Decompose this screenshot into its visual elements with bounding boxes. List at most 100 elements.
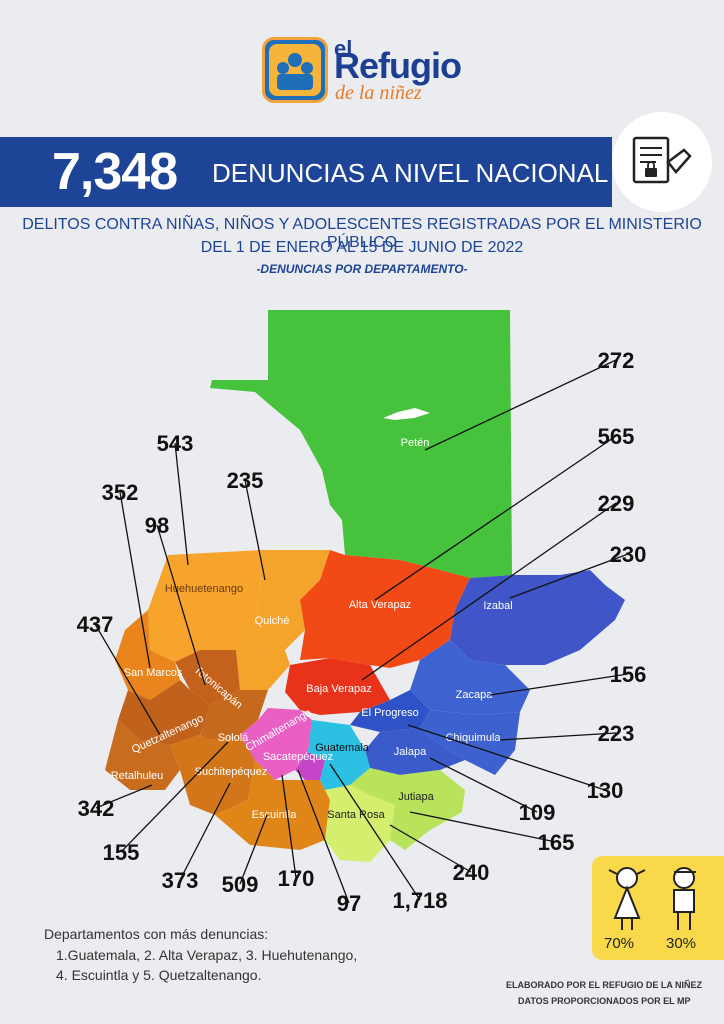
leader-line-10 xyxy=(329,763,421,901)
leader-line-9 xyxy=(389,824,472,873)
leader-line-15 xyxy=(120,741,229,853)
region-label-8: Jutiapa xyxy=(398,791,434,803)
count-16: 342 xyxy=(78,796,115,821)
count-12: 170 xyxy=(278,866,315,891)
top-departments-line-1: 1.Guatemala, 2. Alta Verapaz, 3. Huehute… xyxy=(56,947,358,963)
leader-line-2 xyxy=(361,502,617,681)
region-santa-rosa[interactable] xyxy=(320,780,395,862)
region-label-4: Zacapa xyxy=(456,689,494,701)
region-label-1: Alta Verapaz xyxy=(349,599,411,611)
count-0: 272 xyxy=(598,348,635,373)
region-label-16: Retalhuleu xyxy=(111,770,164,782)
leader-line-8 xyxy=(409,811,557,843)
count-15: 155 xyxy=(103,840,140,865)
leader-line-12 xyxy=(281,774,297,879)
count-7: 109 xyxy=(519,800,556,825)
leader-line-7 xyxy=(429,757,538,813)
count-3: 230 xyxy=(610,542,647,567)
region-label-15: Sololá xyxy=(218,732,249,744)
count-20: 543 xyxy=(157,431,194,456)
logo-name: Refugio xyxy=(334,45,462,86)
banner-title: DENUNCIAS A NIVEL NACIONAL xyxy=(212,158,609,188)
count-1: 565 xyxy=(598,424,635,449)
region-label-11: Sacatepéquez xyxy=(263,751,333,763)
leader-line-4 xyxy=(489,673,629,696)
region-solola[interactable] xyxy=(200,690,268,740)
region-label-21: Quiché xyxy=(255,615,290,627)
subtitle-line-1: DELITOS CONTRA NIÑAS, NIÑOS Y ADOLESCENT… xyxy=(22,216,702,251)
leader-line-19 xyxy=(156,524,206,686)
leader-line-16 xyxy=(95,784,153,809)
leader-line-1 xyxy=(374,435,617,601)
region-chimaltenango[interactable] xyxy=(240,708,312,780)
region-baja-verapaz[interactable] xyxy=(285,658,390,715)
count-11: 97 xyxy=(337,891,361,916)
leader-line-5 xyxy=(499,732,617,741)
region-huehuetenango[interactable] xyxy=(148,550,262,662)
count-5: 223 xyxy=(598,721,635,746)
region-el-progreso[interactable] xyxy=(350,690,430,732)
count-4: 156 xyxy=(610,662,647,687)
region-zacapa[interactable] xyxy=(410,640,530,715)
leader-line-13 xyxy=(239,814,268,885)
girls-percentage: 70% xyxy=(604,935,635,952)
count-18: 352 xyxy=(102,480,139,505)
region-guatemala[interactable] xyxy=(308,720,370,790)
count-13: 509 xyxy=(222,872,259,897)
region-label-13: Escuintla xyxy=(252,809,298,821)
region-quetzaltenango[interactable] xyxy=(118,680,210,745)
logo-subtitle: de la niñez xyxy=(335,82,422,104)
title-banner xyxy=(0,137,612,207)
region-label-2: Baja Verapaz xyxy=(306,683,371,695)
region-label-18: San Marcos xyxy=(124,667,183,679)
leader-line-11 xyxy=(297,769,350,904)
count-10: 1,718 xyxy=(392,888,447,913)
region-retalhuleu[interactable] xyxy=(105,720,180,790)
region-jutiapa[interactable] xyxy=(350,768,465,850)
credit-line-1: ELABORADO POR EL REFUGIO DE LA NIÑEZ xyxy=(506,980,703,990)
logo-badge xyxy=(262,37,328,103)
region-quiche[interactable] xyxy=(236,550,330,690)
region-izabal[interactable] xyxy=(450,570,625,665)
leader-line-6 xyxy=(407,724,606,791)
region-label-14: Suchitepéquez xyxy=(195,766,268,778)
leader-line-0 xyxy=(424,359,617,451)
region-suchitepequez[interactable] xyxy=(170,735,255,815)
count-8: 165 xyxy=(538,830,575,855)
region-label-5: Chiquimula xyxy=(445,732,501,744)
region-peten[interactable] xyxy=(210,310,512,578)
region-label-6: El Progreso xyxy=(361,707,418,719)
count-19: 98 xyxy=(145,513,169,538)
region-escuintla[interactable] xyxy=(215,760,330,850)
top-departments-line-2: 4. Escuintla y 5. Quetzaltenango. xyxy=(56,967,262,983)
credit-line-2: DATOS PROPORCIONADOS POR EL MP xyxy=(518,996,691,1006)
leader-line-3 xyxy=(509,553,629,599)
girl-icon xyxy=(608,867,646,930)
leader-line-21 xyxy=(244,479,266,581)
count-17: 437 xyxy=(77,612,114,637)
region-totonicapan[interactable] xyxy=(175,650,240,705)
family-logo-icon xyxy=(269,44,321,96)
region-label-3: Izabal xyxy=(483,600,512,612)
count-21: 235 xyxy=(227,468,264,493)
region-sacatepequez[interactable] xyxy=(295,752,325,780)
top-departments-title: Departamentos con más denuncias: xyxy=(44,926,269,942)
leader-line-18 xyxy=(119,491,151,669)
leader-line-17 xyxy=(94,623,161,736)
logo-el: el xyxy=(334,36,353,61)
region-label-10: Guatemala xyxy=(315,742,370,754)
subtitle-line-3: -DENUNCIAS POR DEPARTAMENTO- xyxy=(256,262,468,276)
region-alta-verapaz[interactable] xyxy=(300,550,470,668)
leader-line-14 xyxy=(179,782,231,881)
gender-box xyxy=(592,856,724,960)
subtitle-line-2: DEL 1 DE ENERO AL 15 DE JUNIO DE 2022 xyxy=(200,239,524,256)
region-chiquimula[interactable] xyxy=(420,710,520,775)
count-6: 130 xyxy=(587,778,624,803)
region-label-20: Huehuetenango xyxy=(165,583,243,595)
region-label-0: Petén xyxy=(401,437,430,449)
boy-icon xyxy=(673,867,696,930)
total-count: 7,348 xyxy=(52,143,178,201)
leader-line-20 xyxy=(174,442,189,566)
region-label-9: Santa Rosa xyxy=(327,809,385,821)
